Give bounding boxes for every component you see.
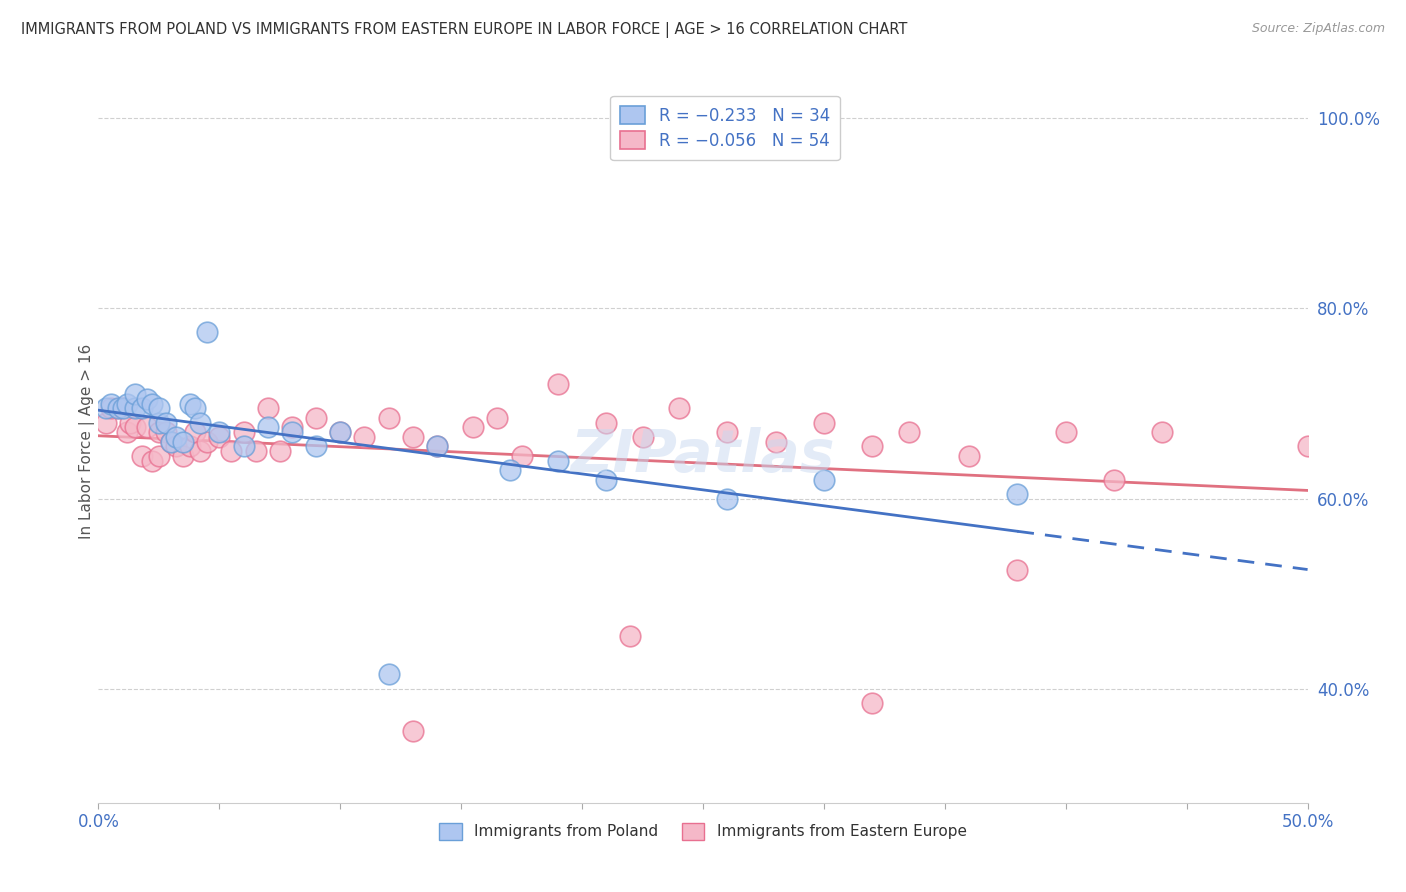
Point <box>135 392 157 406</box>
Point <box>155 425 177 439</box>
Point <box>329 425 352 439</box>
Point <box>141 453 163 467</box>
Point <box>957 449 980 463</box>
Point <box>631 430 654 444</box>
Point <box>195 325 218 339</box>
Point <box>1296 439 1319 453</box>
Point <box>498 463 520 477</box>
Point <box>179 396 201 410</box>
Point <box>148 416 170 430</box>
Point <box>281 425 304 439</box>
Point <box>1102 473 1125 487</box>
Point <box>402 724 425 739</box>
Point <box>107 401 129 416</box>
Point <box>269 444 291 458</box>
Point <box>305 439 328 453</box>
Point <box>897 425 920 439</box>
Point <box>426 439 449 453</box>
Point <box>1007 563 1029 577</box>
Point <box>329 425 352 439</box>
Point <box>124 420 146 434</box>
Point <box>160 434 183 449</box>
Point <box>131 401 153 416</box>
Point <box>135 420 157 434</box>
Point <box>94 416 117 430</box>
Point <box>1007 487 1029 501</box>
Point <box>232 439 254 453</box>
Point <box>426 439 449 453</box>
Point <box>595 473 617 487</box>
Point <box>188 416 211 430</box>
Point <box>860 696 883 710</box>
Point <box>256 420 278 434</box>
Point <box>619 629 641 643</box>
Point <box>100 396 122 410</box>
Point <box>188 444 211 458</box>
Point <box>165 430 187 444</box>
Point <box>547 453 569 467</box>
Point <box>117 396 139 410</box>
Point <box>141 396 163 410</box>
Point <box>131 449 153 463</box>
Point <box>148 425 170 439</box>
Point <box>184 425 207 439</box>
Point <box>184 401 207 416</box>
Point <box>232 425 254 439</box>
Text: ZIPatlas: ZIPatlas <box>571 427 835 484</box>
Point <box>94 401 117 416</box>
Point <box>716 491 738 506</box>
Point <box>245 444 267 458</box>
Point <box>208 430 231 444</box>
Text: IMMIGRANTS FROM POLAND VS IMMIGRANTS FROM EASTERN EUROPE IN LABOR FORCE | AGE > : IMMIGRANTS FROM POLAND VS IMMIGRANTS FRO… <box>21 22 907 38</box>
Point <box>1054 425 1077 439</box>
Point <box>124 401 146 416</box>
Point <box>377 410 399 425</box>
Point <box>155 416 177 430</box>
Point <box>160 434 183 449</box>
Point <box>124 387 146 401</box>
Point <box>179 439 201 453</box>
Y-axis label: In Labor Force | Age > 16: In Labor Force | Age > 16 <box>79 344 96 539</box>
Point <box>860 439 883 453</box>
Text: Source: ZipAtlas.com: Source: ZipAtlas.com <box>1251 22 1385 36</box>
Point <box>100 401 122 416</box>
Point <box>117 425 139 439</box>
Point <box>195 434 218 449</box>
Point <box>221 444 243 458</box>
Point <box>148 401 170 416</box>
Point <box>111 401 134 416</box>
Point <box>377 667 399 681</box>
Point <box>353 430 375 444</box>
Point <box>813 416 835 430</box>
Point <box>547 377 569 392</box>
Point <box>107 401 129 416</box>
Point <box>595 416 617 430</box>
Point <box>172 449 194 463</box>
Point <box>256 401 278 416</box>
Point <box>510 449 533 463</box>
Point <box>1152 425 1174 439</box>
Point <box>172 434 194 449</box>
Point <box>765 434 787 449</box>
Point <box>208 425 231 439</box>
Point <box>111 401 134 416</box>
Point <box>402 430 425 444</box>
Point <box>813 473 835 487</box>
Point <box>716 425 738 439</box>
Point <box>148 449 170 463</box>
Point <box>668 401 690 416</box>
Point <box>305 410 328 425</box>
Point <box>463 420 485 434</box>
Point <box>486 410 509 425</box>
Point <box>281 420 304 434</box>
Point <box>165 439 187 453</box>
Point <box>118 416 141 430</box>
Legend: Immigrants from Poland, Immigrants from Eastern Europe: Immigrants from Poland, Immigrants from … <box>433 817 973 846</box>
